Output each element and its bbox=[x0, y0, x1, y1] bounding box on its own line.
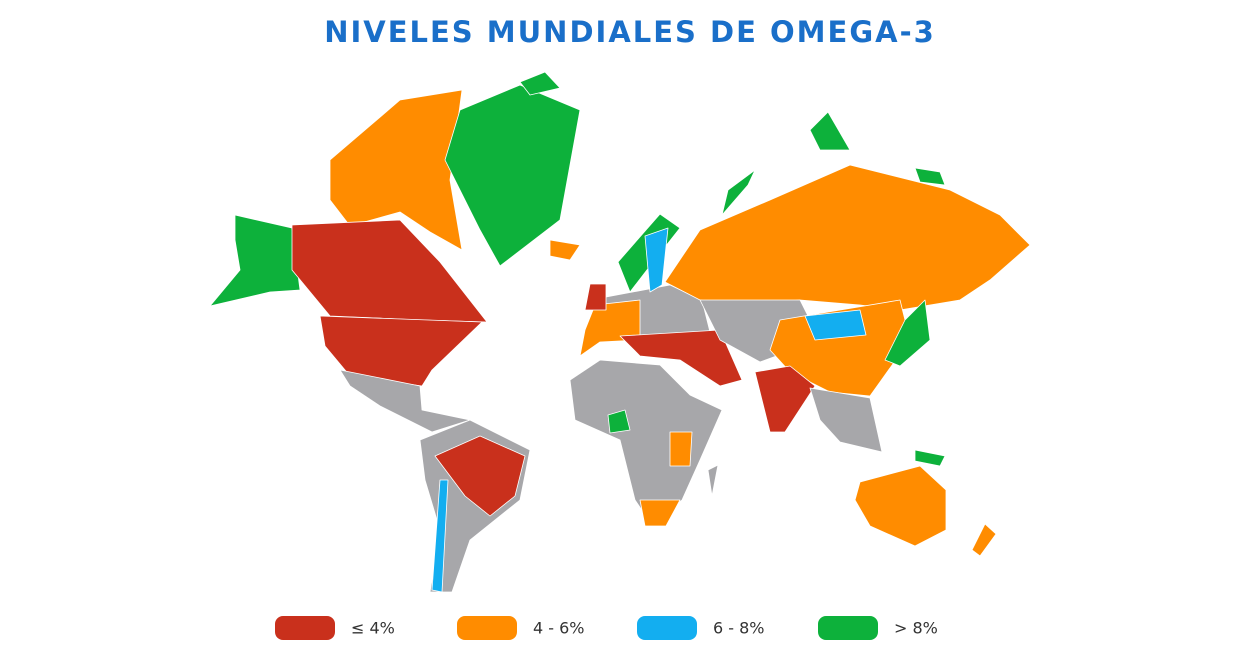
legend-label: ≤ 4% bbox=[351, 619, 395, 638]
south-africa bbox=[639, 499, 681, 527]
western-europe bbox=[579, 299, 641, 357]
novaya-zemlya bbox=[721, 169, 756, 216]
japan bbox=[884, 299, 931, 367]
central-america bbox=[339, 369, 471, 433]
india bbox=[754, 365, 816, 433]
world-map bbox=[209, 71, 1031, 593]
canada-north bbox=[329, 89, 463, 251]
sweden bbox=[644, 227, 669, 293]
southeast-asia bbox=[809, 387, 883, 453]
legend-swatch bbox=[457, 616, 517, 640]
new-zealand bbox=[971, 523, 997, 557]
arctic-islands bbox=[809, 111, 851, 151]
legend-label: > 8% bbox=[894, 619, 938, 638]
east-siberian-islands bbox=[914, 167, 946, 186]
russia bbox=[664, 164, 1031, 311]
usa bbox=[319, 315, 483, 387]
uk bbox=[584, 283, 607, 311]
iceland bbox=[549, 239, 581, 261]
mongolia bbox=[804, 309, 867, 341]
alaska bbox=[209, 214, 301, 307]
title: NIVELES MUNDIALES DE OMEGA-3 bbox=[324, 15, 936, 49]
greenland bbox=[444, 84, 581, 267]
chile bbox=[431, 479, 449, 593]
papua-new-guinea bbox=[914, 449, 946, 467]
nigeria bbox=[607, 409, 631, 434]
legend-label: 6 - 8% bbox=[713, 619, 765, 638]
legend-swatch bbox=[637, 616, 697, 640]
svalbard bbox=[519, 71, 561, 96]
legend: ≤ 4% 4 - 6% 6 - 8% > 8% bbox=[275, 616, 938, 640]
legend-swatch bbox=[818, 616, 878, 640]
brazil bbox=[434, 435, 526, 517]
legend-label: 4 - 6% bbox=[533, 619, 585, 638]
legend-swatch bbox=[275, 616, 335, 640]
africa bbox=[569, 359, 723, 526]
china bbox=[769, 299, 911, 397]
madagascar bbox=[707, 464, 719, 497]
australia bbox=[854, 465, 947, 547]
kenya-tanzania bbox=[669, 431, 693, 467]
